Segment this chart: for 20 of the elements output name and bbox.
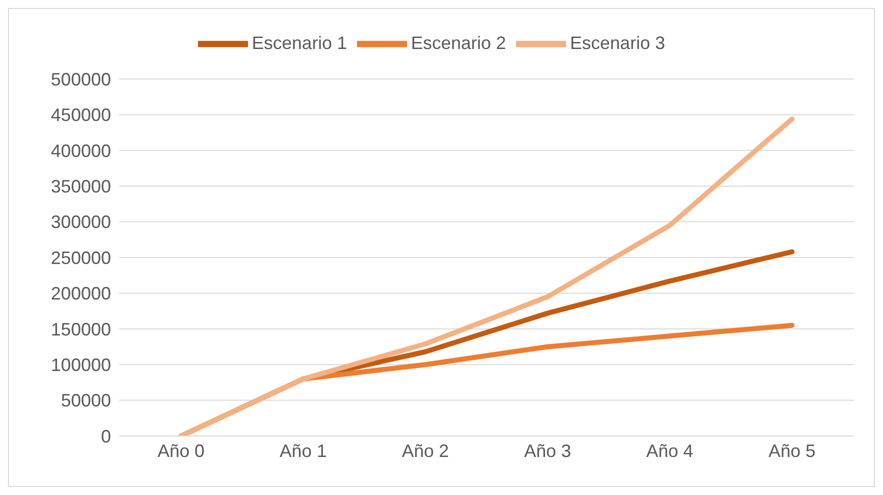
- x-tick-label: Año 0: [157, 440, 205, 461]
- y-tick-label: 150000: [50, 319, 111, 340]
- y-tick-label: 450000: [50, 105, 111, 126]
- y-tick-label: 100000: [50, 354, 111, 375]
- y-tick-label: 500000: [50, 69, 111, 90]
- x-tick-label: Año 2: [402, 440, 449, 461]
- x-tick-label: Año 1: [280, 440, 327, 461]
- legend-label: Escenario 3: [570, 32, 666, 53]
- legend-label: Escenario 2: [410, 32, 506, 53]
- y-tick-label: 350000: [50, 176, 111, 196]
- legend-label: Escenario 1: [252, 32, 347, 53]
- x-tick-label: Año 5: [768, 440, 816, 461]
- y-tick-label: 400000: [50, 140, 111, 161]
- x-tick-label: Año 4: [646, 440, 694, 461]
- y-tick-label: 200000: [50, 284, 111, 304]
- x-tick-label: Año 3: [524, 440, 572, 461]
- y-tick-label: 300000: [50, 212, 111, 232]
- y-tick-label: 50000: [60, 390, 111, 411]
- y-tick-label: 250000: [50, 248, 111, 268]
- y-tick-label: 0: [100, 426, 111, 446]
